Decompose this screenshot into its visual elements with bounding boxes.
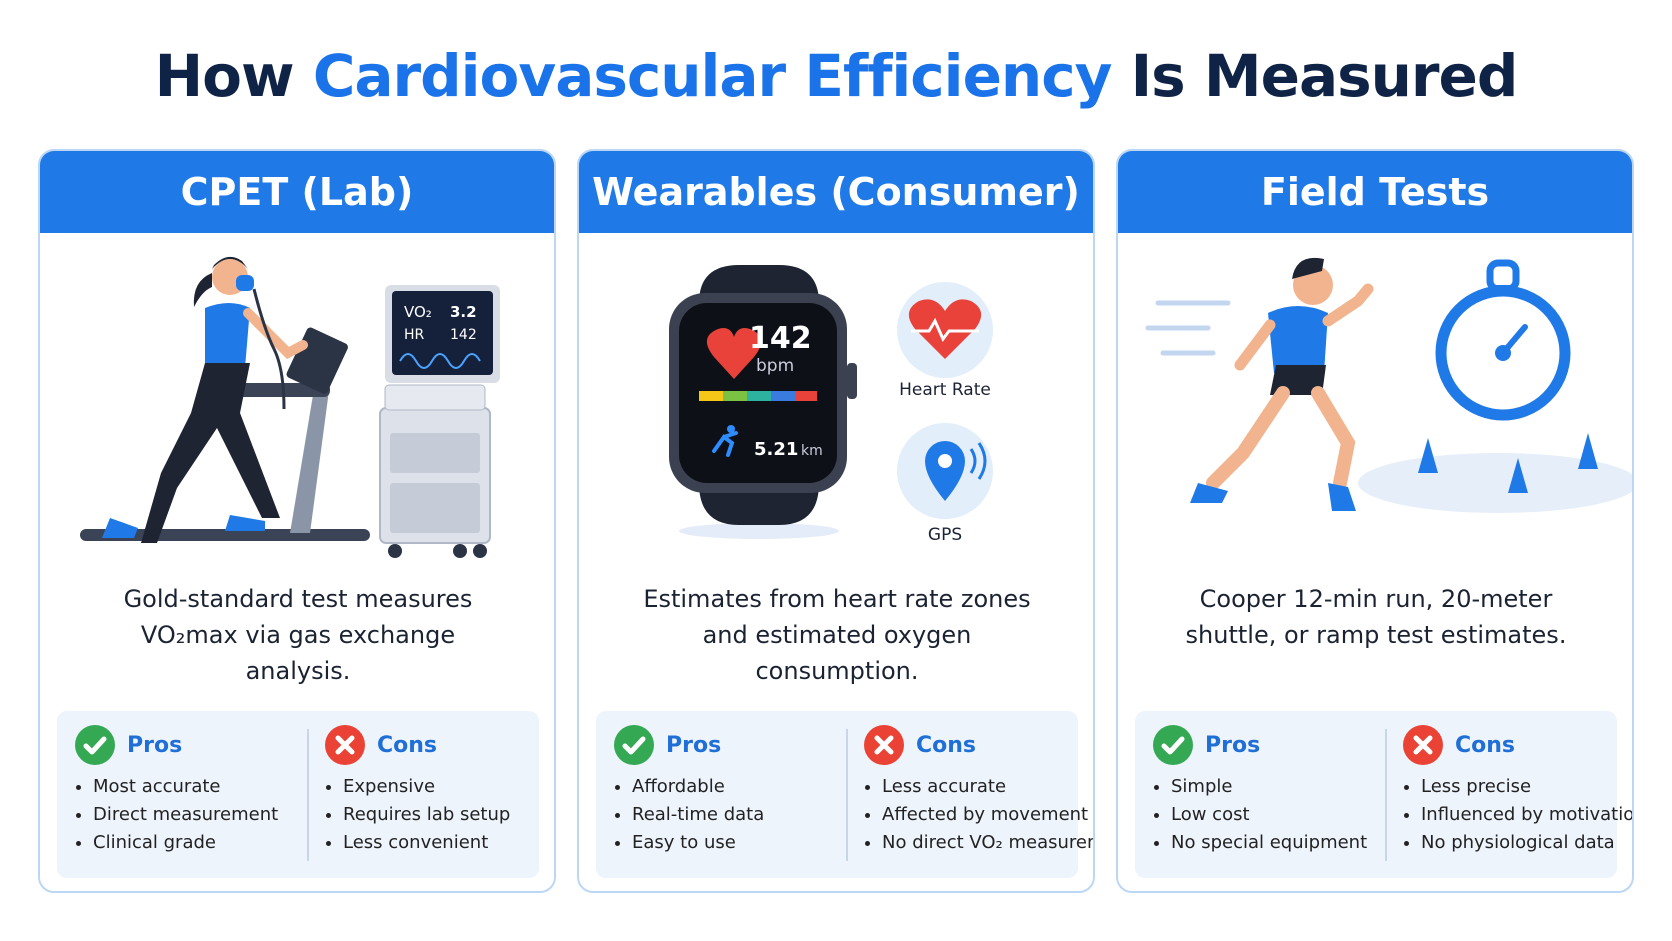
gps-label: GPS bbox=[928, 525, 962, 545]
pros-header: Pros bbox=[75, 725, 295, 765]
pros-item: Simple bbox=[1171, 773, 1373, 801]
cons-item: Less convenient bbox=[343, 829, 539, 857]
cons-label: Cons bbox=[377, 732, 438, 758]
pros-item: Easy to use bbox=[632, 829, 834, 857]
watch-bpm-value: 142 bbox=[749, 321, 812, 356]
cons-icon bbox=[325, 725, 365, 765]
cons-item: Influenced by motivation bbox=[1421, 801, 1632, 829]
cons-icon bbox=[1403, 725, 1443, 765]
monitor-hr-label: HR bbox=[404, 327, 425, 343]
pros-icon bbox=[614, 725, 654, 765]
pros-cons-box: Pros AffordableReal-time dataEasy to use C… bbox=[596, 711, 1093, 878]
monitor-hr-value: 142 bbox=[450, 327, 477, 343]
title-start: How bbox=[154, 42, 295, 110]
card-title: CPET (Lab) bbox=[40, 151, 554, 233]
page-title: How Cardiovascular Efficiency Is Measure… bbox=[0, 42, 1672, 110]
monitor-vo2-label: VO₂ bbox=[404, 303, 432, 321]
cons-item: No physiological data bbox=[1421, 829, 1617, 857]
pros-label: Pros bbox=[666, 732, 722, 758]
title-end: Is Measured bbox=[1130, 42, 1519, 110]
pros-item: Affordable bbox=[632, 773, 834, 801]
pros-column: Pros AffordableReal-time dataEasy to use bbox=[614, 725, 834, 857]
cons-item: Requires lab setup bbox=[343, 801, 539, 829]
heart-rate-label: Heart Rate bbox=[899, 380, 991, 400]
card-title: Field Tests bbox=[1118, 151, 1632, 233]
card: CPET (Lab) VO₂ 3.2 HR 142 Gold-standard … bbox=[38, 149, 556, 893]
pros-item: Most accurate bbox=[93, 773, 295, 801]
cons-column: Cons Less accurateAffected by movementNo … bbox=[864, 725, 1093, 857]
pros-icon bbox=[75, 725, 115, 765]
cons-item: No direct VO₂ measurement bbox=[882, 829, 1093, 857]
cons-label: Cons bbox=[916, 732, 977, 758]
pros-item: Low cost bbox=[1171, 801, 1373, 829]
cons-list: Less accurateAffected by movementNo dire… bbox=[864, 773, 1093, 857]
illustration bbox=[1145, 257, 1632, 513]
pros-header: Pros bbox=[614, 725, 834, 765]
cons-label: Cons bbox=[1455, 732, 1516, 758]
pros-icon bbox=[1153, 725, 1193, 765]
pros-item: Direct measurement bbox=[93, 801, 295, 829]
separator bbox=[307, 729, 309, 861]
cons-column: Cons ExpensiveRequires lab setupLess conv… bbox=[325, 725, 539, 857]
pros-item: No special equipment bbox=[1171, 829, 1373, 857]
pros-label: Pros bbox=[1205, 732, 1261, 758]
pros-list: SimpleLow costNo special equipment bbox=[1153, 773, 1373, 857]
cons-header: Cons bbox=[1403, 725, 1617, 765]
pros-list: Most accurateDirect measurementClinical … bbox=[75, 773, 295, 857]
cons-list: Less preciseInfluenced by motivationNo p… bbox=[1403, 773, 1632, 857]
watch-distance-value: 5.21 bbox=[754, 439, 798, 460]
pros-cons-box: Pros Most accurateDirect measurementClini… bbox=[57, 711, 539, 878]
cons-icon bbox=[864, 725, 904, 765]
title-highlight: Cardiovascular Efficiency bbox=[312, 42, 1113, 110]
card-description: Estimates from heart rate zones and esti… bbox=[643, 585, 1031, 685]
pros-column: Pros Most accurateDirect measurementClini… bbox=[75, 725, 295, 857]
cons-item: Less precise bbox=[1421, 773, 1617, 801]
cons-item: Affected by movement bbox=[882, 801, 1088, 829]
illustration: 142 bpm 5.21 km Heart Rate GPS bbox=[669, 265, 993, 545]
cons-item: Less accurate bbox=[882, 773, 1078, 801]
pros-list: AffordableReal-time dataEasy to use bbox=[614, 773, 834, 857]
cons-header: Cons bbox=[864, 725, 1078, 765]
card: Field Tests Cooper 12-min run, 20-meter … bbox=[1116, 149, 1634, 893]
pros-label: Pros bbox=[127, 732, 183, 758]
card: Wearables (Consumer) 142 bpm 5.21 km Hea… bbox=[577, 149, 1095, 893]
card-description: Gold-standard test measures VO₂max via g… bbox=[123, 585, 473, 685]
separator bbox=[1385, 729, 1387, 861]
watch-distance-unit: km bbox=[801, 443, 823, 459]
card-description: Cooper 12-min run, 20-meter shuttle, or … bbox=[1185, 585, 1567, 649]
separator bbox=[846, 729, 848, 861]
pros-item: Real-time data bbox=[632, 801, 834, 829]
card-title: Wearables (Consumer) bbox=[579, 151, 1093, 233]
pros-cons-box: Pros SimpleLow costNo special equipment Co… bbox=[1135, 711, 1632, 878]
pros-column: Pros SimpleLow costNo special equipment bbox=[1153, 725, 1373, 857]
watch-bpm-unit: bpm bbox=[756, 356, 794, 376]
cons-header: Cons bbox=[325, 725, 539, 765]
illustration: VO₂ 3.2 HR 142 bbox=[80, 256, 500, 558]
cons-item: Expensive bbox=[343, 773, 539, 801]
pros-header: Pros bbox=[1153, 725, 1373, 765]
cons-list: ExpensiveRequires lab setupLess convenie… bbox=[325, 773, 539, 857]
monitor-vo2-value: 3.2 bbox=[450, 303, 477, 321]
pros-item: Clinical grade bbox=[93, 829, 295, 857]
cons-column: Cons Less preciseInfluenced by motivation… bbox=[1403, 725, 1632, 857]
